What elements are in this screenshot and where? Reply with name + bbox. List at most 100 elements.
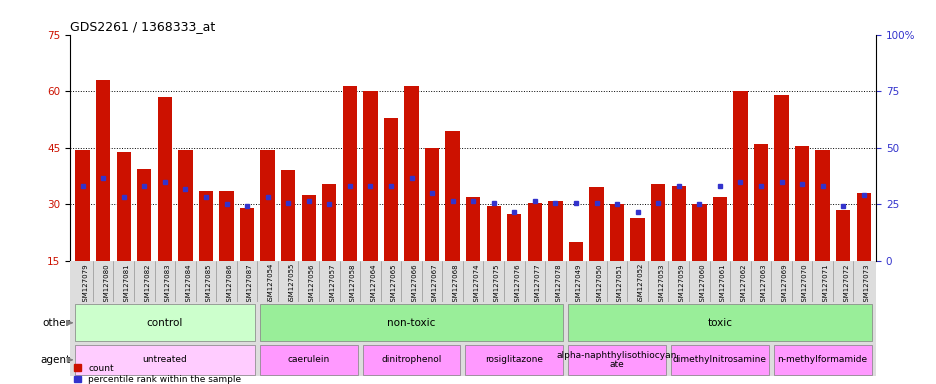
Text: GSM127077: GSM127077 <box>534 263 540 306</box>
Text: control: control <box>147 318 183 328</box>
Text: GSM127072: GSM127072 <box>842 263 848 306</box>
Legend: count, percentile rank within the sample: count, percentile rank within the sample <box>70 360 245 384</box>
Bar <box>198 191 212 261</box>
Text: GSM127068: GSM127068 <box>452 263 458 306</box>
Text: GSM127064: GSM127064 <box>370 263 376 306</box>
Bar <box>424 148 439 261</box>
Bar <box>178 150 193 261</box>
Text: GSM127058: GSM127058 <box>349 263 356 306</box>
Text: GSM127069: GSM127069 <box>781 263 786 306</box>
Bar <box>835 210 850 261</box>
Text: GSM127062: GSM127062 <box>739 263 746 306</box>
Text: GSM127049: GSM127049 <box>576 263 581 306</box>
Bar <box>670 345 768 375</box>
Text: GSM127083: GSM127083 <box>165 263 170 306</box>
Bar <box>486 206 501 261</box>
Text: GSM127059: GSM127059 <box>678 263 684 306</box>
Text: dimethylnitrosamine: dimethylnitrosamine <box>672 355 766 364</box>
Bar <box>343 86 357 261</box>
Bar <box>692 204 706 261</box>
Text: n-methylformamide: n-methylformamide <box>777 355 867 364</box>
Text: dinitrophenol: dinitrophenol <box>381 355 441 364</box>
Text: GSM127053: GSM127053 <box>657 263 664 306</box>
Bar <box>794 146 809 261</box>
Text: GSM127074: GSM127074 <box>473 263 478 306</box>
Bar <box>363 91 377 261</box>
Text: GSM127081: GSM127081 <box>124 263 129 306</box>
Bar <box>733 91 747 261</box>
Text: GSM127075: GSM127075 <box>493 263 499 306</box>
Text: GSM127078: GSM127078 <box>555 263 561 306</box>
Bar <box>567 304 870 341</box>
Bar <box>568 242 582 261</box>
Text: GSM127080: GSM127080 <box>103 263 110 306</box>
Text: GSM127061: GSM127061 <box>719 263 725 306</box>
Text: GSM127085: GSM127085 <box>206 263 212 306</box>
Bar <box>362 345 460 375</box>
Bar <box>445 131 460 261</box>
Bar <box>773 95 788 261</box>
Bar <box>404 86 418 261</box>
Text: agent: agent <box>40 355 70 365</box>
Bar <box>301 195 315 261</box>
Text: GSM127056: GSM127056 <box>308 263 314 306</box>
Text: GSM127082: GSM127082 <box>144 263 150 306</box>
Bar <box>95 80 110 261</box>
Text: caerulein: caerulein <box>287 355 329 364</box>
Bar <box>157 97 172 261</box>
Bar <box>75 304 255 341</box>
Text: GSM127054: GSM127054 <box>268 263 273 305</box>
Text: GSM127079: GSM127079 <box>82 263 89 306</box>
Text: GSM127052: GSM127052 <box>637 263 643 305</box>
Text: untreated: untreated <box>142 355 187 364</box>
Text: GSM127060: GSM127060 <box>698 263 705 306</box>
Bar <box>465 345 563 375</box>
Bar <box>75 345 255 375</box>
Bar <box>259 304 563 341</box>
Bar <box>567 345 665 375</box>
Text: GSM127067: GSM127067 <box>431 263 438 306</box>
Text: GSM127051: GSM127051 <box>617 263 622 306</box>
Bar <box>589 187 603 261</box>
Text: GSM127084: GSM127084 <box>185 263 191 306</box>
Bar <box>548 200 562 261</box>
Bar <box>609 204 623 261</box>
Text: GSM127066: GSM127066 <box>411 263 417 306</box>
Bar <box>506 214 521 261</box>
Bar <box>116 152 131 261</box>
Bar <box>240 208 254 261</box>
Text: GSM127065: GSM127065 <box>390 263 397 306</box>
Text: GSM127057: GSM127057 <box>329 263 335 306</box>
Bar <box>259 345 358 375</box>
Text: alpha-naphthylisothiocyan
ate: alpha-naphthylisothiocyan ate <box>556 351 677 369</box>
Bar <box>671 185 685 261</box>
Text: GSM127073: GSM127073 <box>863 263 869 306</box>
Text: GSM127076: GSM127076 <box>514 263 519 306</box>
Bar <box>219 191 233 261</box>
Text: GSM127063: GSM127063 <box>760 263 767 306</box>
Bar <box>260 150 274 261</box>
Text: GSM127055: GSM127055 <box>288 263 294 305</box>
Text: GSM127070: GSM127070 <box>801 263 807 306</box>
Bar <box>773 345 870 375</box>
Bar <box>465 197 480 261</box>
Text: GDS2261 / 1368333_at: GDS2261 / 1368333_at <box>70 20 215 33</box>
Bar <box>753 144 768 261</box>
Text: GSM127086: GSM127086 <box>227 263 232 306</box>
Bar <box>281 170 295 261</box>
Text: rosiglitazone: rosiglitazone <box>485 355 543 364</box>
Text: GSM127071: GSM127071 <box>822 263 827 306</box>
Text: GSM127087: GSM127087 <box>247 263 253 306</box>
Bar <box>814 150 829 261</box>
Text: GSM127050: GSM127050 <box>596 263 602 306</box>
Bar <box>322 184 336 261</box>
Bar <box>712 197 726 261</box>
Bar <box>137 169 152 261</box>
Text: other: other <box>43 318 70 328</box>
Bar <box>384 118 398 261</box>
Text: toxic: toxic <box>707 318 732 328</box>
Bar <box>856 193 870 261</box>
Bar <box>527 202 541 261</box>
Bar <box>630 218 644 261</box>
Text: non-toxic: non-toxic <box>387 318 435 328</box>
